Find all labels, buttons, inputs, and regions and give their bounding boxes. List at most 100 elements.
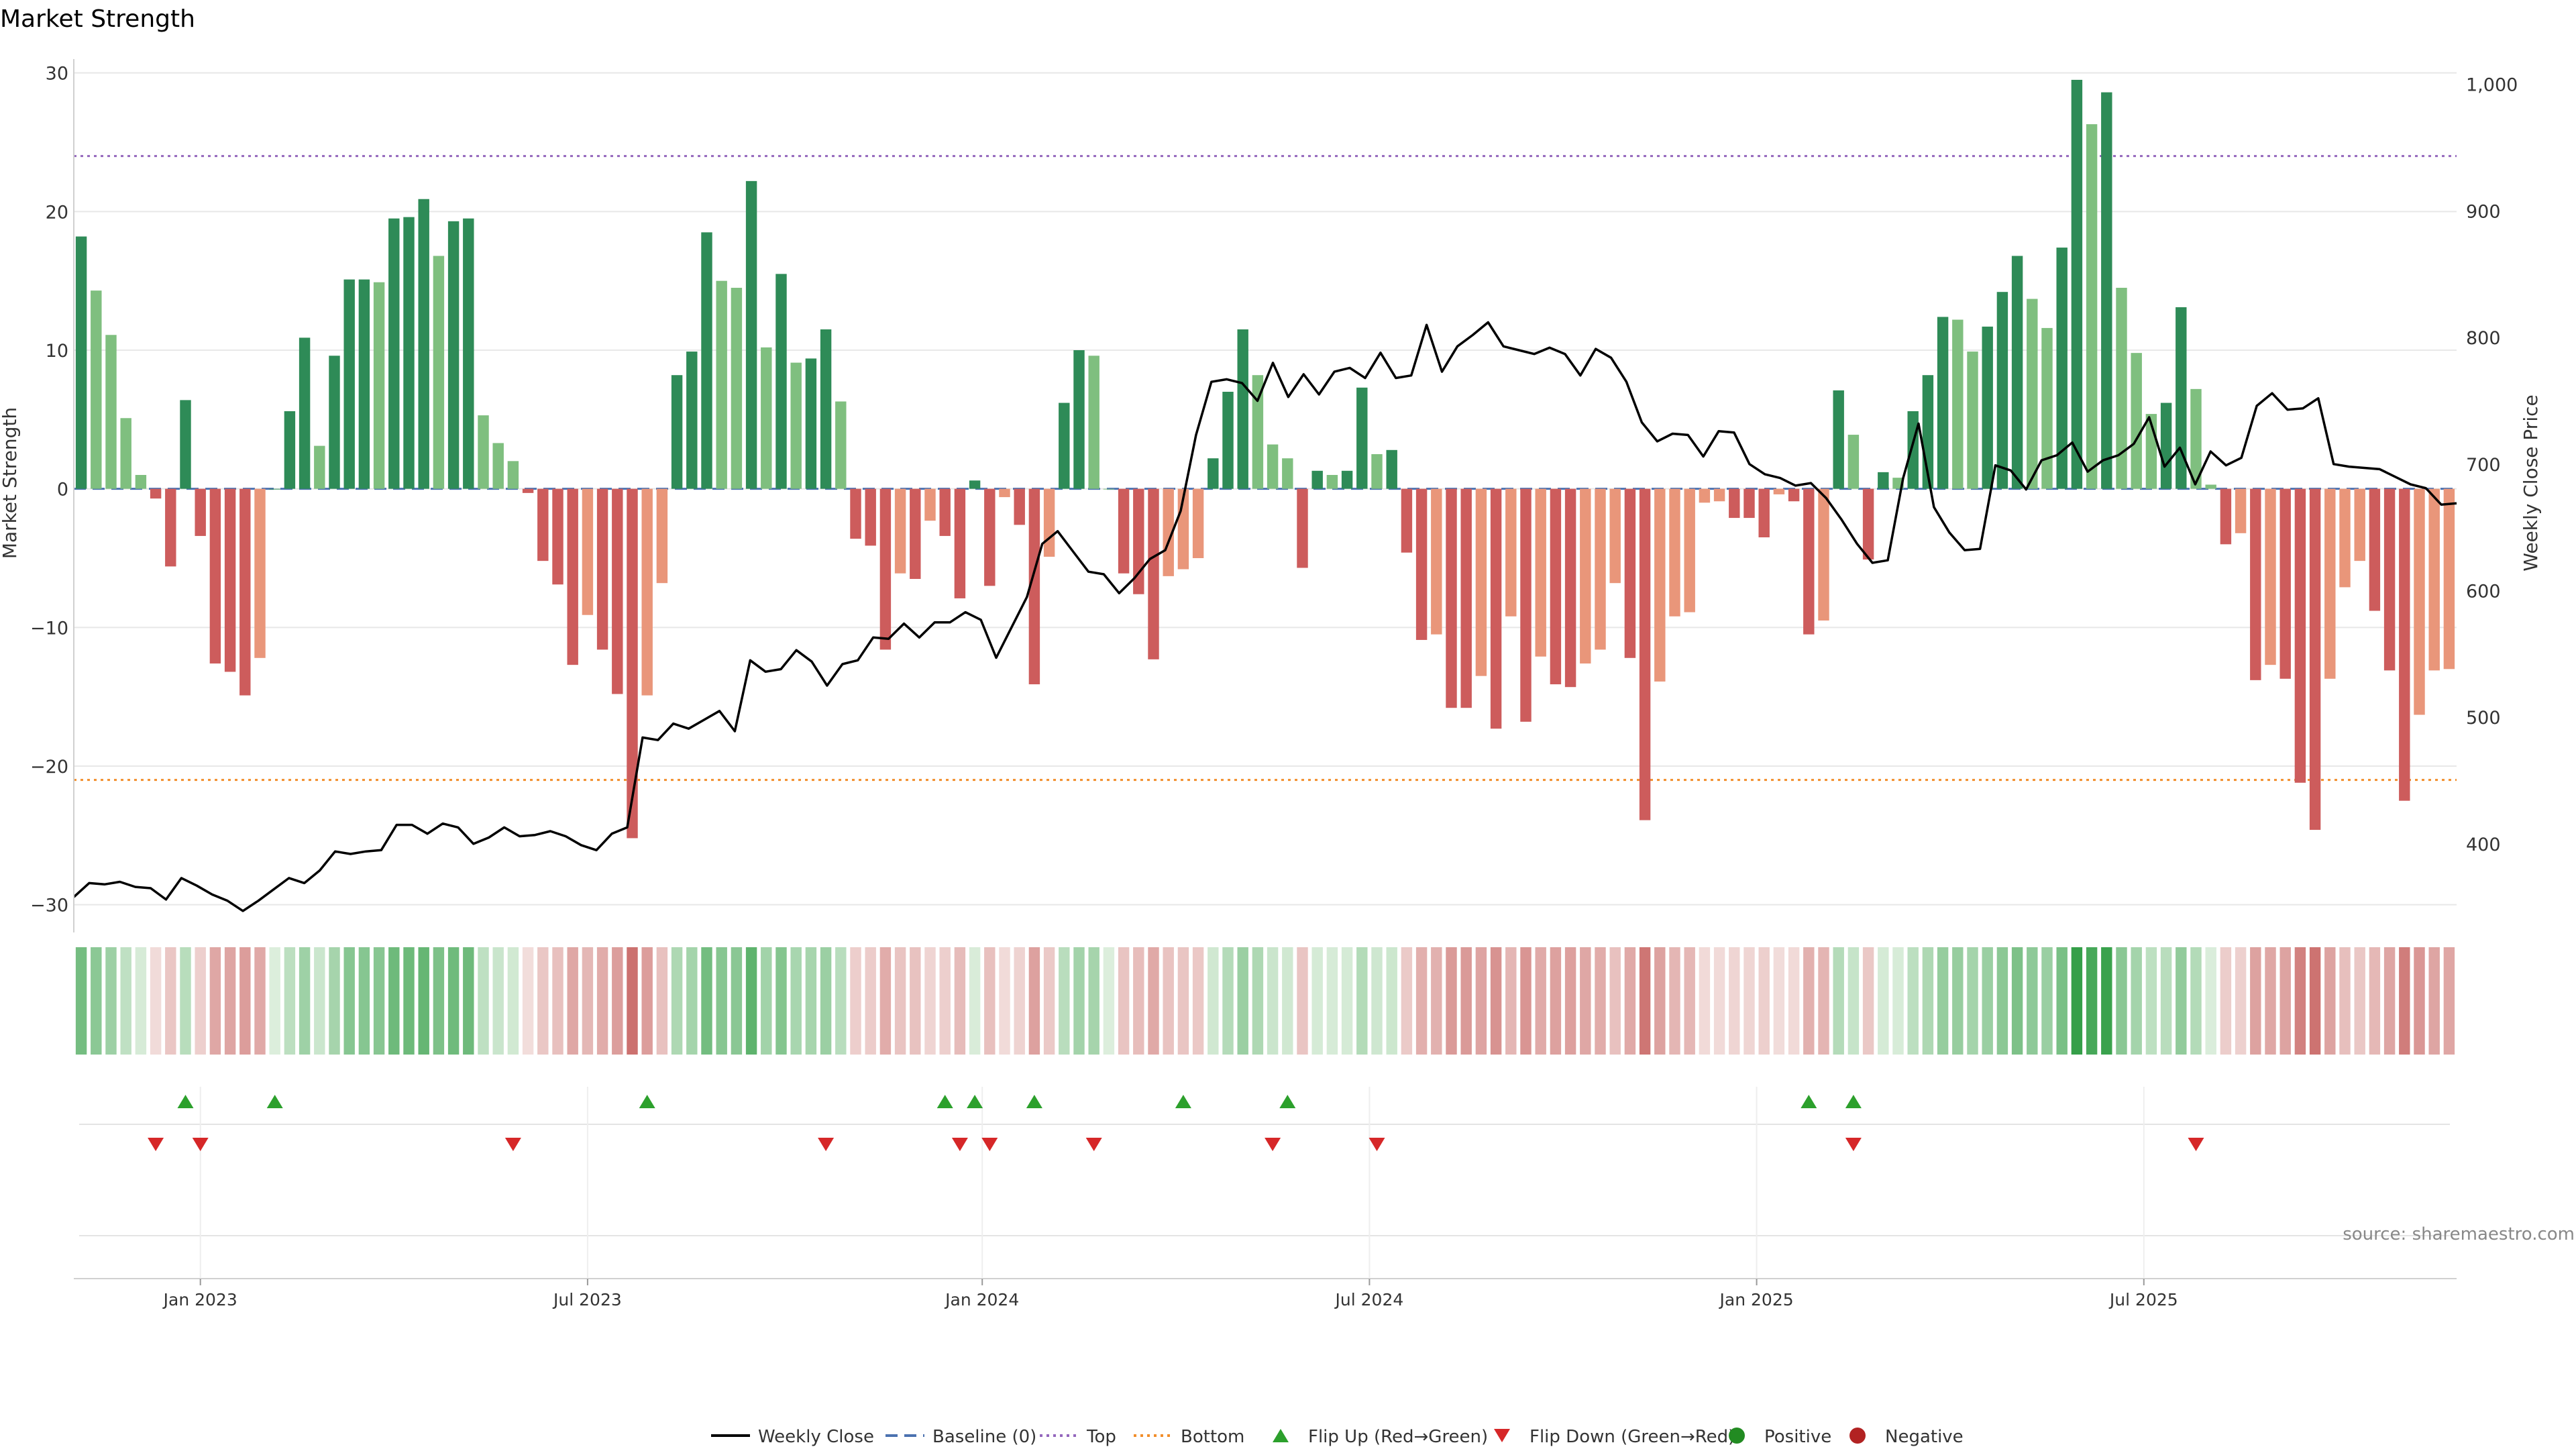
strength-bar: [761, 347, 772, 489]
flip-down-marker: [981, 1138, 998, 1151]
strength-bar: [805, 358, 817, 489]
strength-bars: [75, 80, 2455, 839]
strength-bar: [447, 221, 460, 489]
strip-cell: [850, 947, 861, 1055]
strength-bar: [1639, 488, 1651, 820]
strength-bar: [1982, 326, 1993, 489]
strip-cell: [612, 947, 623, 1055]
strip-cell: [284, 947, 296, 1055]
flip-up-marker: [1279, 1095, 1296, 1108]
strip-cell: [1415, 947, 1428, 1055]
strength-bar: [2176, 307, 2187, 489]
strength-bar: [1059, 402, 1070, 489]
strip-cell: [1982, 947, 1993, 1055]
strip-cell: [865, 947, 876, 1055]
strip-cell: [2354, 947, 2365, 1055]
weekly-close-line: [72, 321, 2457, 912]
strip-cell: [2324, 947, 2336, 1055]
strength-bar: [1535, 488, 1546, 657]
strength-bar: [1252, 375, 1264, 489]
legend-item: Negative: [1849, 1427, 1964, 1447]
strength-bar: [388, 218, 400, 489]
strength-bar: [1595, 488, 1606, 650]
strip-cell: [731, 947, 743, 1055]
strength-bar: [790, 362, 802, 489]
strip-cell: [1833, 947, 1844, 1055]
strength-bar: [939, 488, 951, 536]
strength-bar: [2399, 488, 2410, 801]
strength-bar: [1669, 488, 1680, 616]
flip-up-marker: [266, 1095, 283, 1108]
strip-cell: [1669, 947, 1680, 1055]
x-tick-label: Jul 2024: [1334, 1290, 1404, 1309]
strength-bar: [418, 199, 429, 489]
strip-cell: [1208, 947, 1219, 1055]
legend-item: Weekly Close: [711, 1427, 874, 1447]
strength-bar: [1713, 488, 1725, 502]
strip-cell: [1163, 947, 1174, 1055]
strip-cell: [552, 947, 564, 1055]
strength-bar: [2235, 488, 2247, 533]
legend-swatch: [1273, 1429, 1289, 1442]
flip-up-marker: [1026, 1095, 1042, 1108]
legend-label: Flip Down (Green→Red): [1529, 1427, 1735, 1447]
strength-bar: [329, 356, 340, 489]
strip-cell: [1624, 947, 1636, 1055]
strip-cell: [1326, 947, 1338, 1055]
strip-cell: [939, 947, 951, 1055]
strip-cell: [2086, 947, 2098, 1055]
strip-cell: [1937, 947, 1949, 1055]
strength-bar: [1401, 488, 1413, 553]
strip-cell: [373, 947, 385, 1055]
strength-bar: [1743, 488, 1755, 519]
strength-bar: [358, 279, 370, 489]
strength-bar: [1580, 488, 1591, 664]
strip-cell: [1177, 947, 1189, 1055]
strip-cell: [1713, 947, 1725, 1055]
legend-label: Flip Up (Red→Green): [1308, 1427, 1488, 1447]
strength-bar: [2294, 488, 2306, 783]
strength-bar: [701, 232, 712, 489]
strip-cell: [2101, 947, 2112, 1055]
strength-bar: [775, 274, 787, 489]
strength-bar: [612, 488, 623, 694]
strength-bar: [850, 488, 861, 539]
strip-cell: [254, 947, 266, 1055]
strength-bar: [2131, 353, 2142, 489]
legend-label: Positive: [1764, 1427, 1831, 1447]
strip-cell: [790, 947, 802, 1055]
strength-bar: [2443, 488, 2455, 669]
y-tick-label: 20: [46, 202, 68, 223]
y2-tick-label: 500: [2466, 708, 2501, 729]
strength-bar: [492, 443, 504, 489]
flip-down-marker: [1265, 1138, 1281, 1151]
strength-bar: [835, 401, 847, 489]
y2-tick-label: 900: [2466, 201, 2501, 222]
strength-bar: [2011, 256, 2023, 489]
flip-down-marker: [1845, 1138, 1862, 1151]
source-note: source: sharemaestro.com: [2343, 1224, 2575, 1244]
flip-down-marker: [192, 1138, 209, 1151]
chart-title: Market Strength: [0, 5, 195, 33]
strength-bar: [999, 488, 1010, 498]
strength-bar: [2220, 488, 2232, 545]
strip-cell: [75, 947, 87, 1055]
strip-cell: [1401, 947, 1413, 1055]
strength-bar: [1326, 475, 1338, 489]
x-tick-label: Jul 2023: [552, 1290, 622, 1309]
strength-bar: [2116, 288, 2127, 489]
strip-cell: [2294, 947, 2306, 1055]
strength-bar: [1163, 488, 1174, 576]
strip-cell: [1550, 947, 1562, 1055]
strength-bar: [2071, 80, 2083, 489]
strip-cell: [1505, 947, 1517, 1055]
strength-bar: [1996, 292, 2008, 489]
strip-cell: [1818, 947, 1829, 1055]
strength-bar: [2383, 488, 2396, 671]
strip-cell: [329, 947, 340, 1055]
strength-bar: [865, 488, 876, 546]
strength-bar: [2190, 388, 2202, 489]
strip-cell: [120, 947, 131, 1055]
x-tick-label: Jan 2024: [944, 1290, 1019, 1309]
x-axis: Jan 2023 Jul 2023 Jan 2024 Jul 2024 Jan 2025…: [162, 1279, 2178, 1309]
